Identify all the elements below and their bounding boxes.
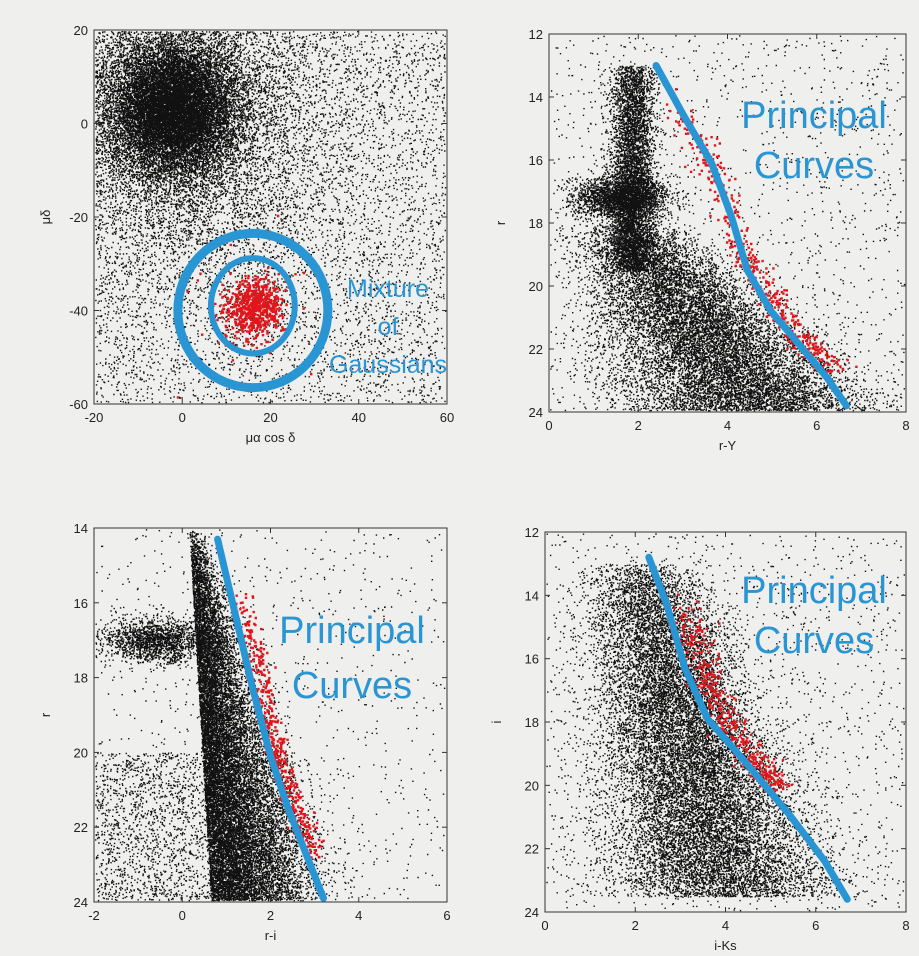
y-tick-label: 18 bbox=[529, 216, 543, 231]
x-axis-label: r-i bbox=[265, 928, 277, 943]
x-tick-label: 60 bbox=[440, 410, 454, 425]
annotation-line-2: Curves bbox=[292, 665, 412, 707]
x-tick-label: 8 bbox=[902, 418, 909, 433]
x-tick-label: 40 bbox=[352, 410, 366, 425]
x-tick-label: 4 bbox=[355, 908, 362, 923]
panel-proper-motion: -20 0 20 40 60 20 0 -20 -40 -60 μα cos δ μδ Mixtu… bbox=[38, 23, 454, 445]
annotation-line-1: Principal bbox=[279, 610, 425, 652]
x-axis-label: μα cos δ bbox=[246, 430, 296, 445]
y-axis-label: r bbox=[38, 712, 53, 717]
overlay bbox=[214, 535, 327, 902]
y-tick-label: 16 bbox=[529, 153, 543, 168]
star-points bbox=[95, 31, 447, 404]
y-axis-label: i bbox=[489, 720, 504, 723]
x-tick-label: 2 bbox=[635, 418, 642, 433]
y-tick-label: 20 bbox=[525, 778, 539, 793]
principal-curve bbox=[645, 553, 851, 903]
principal-curve bbox=[652, 62, 850, 410]
x-tick-label: -2 bbox=[88, 908, 100, 923]
annotation-line-3: Gaussians bbox=[329, 351, 447, 379]
x-tick-label: 2 bbox=[267, 908, 274, 923]
scatter-points bbox=[176, 214, 317, 399]
y-tick-label: 22 bbox=[74, 820, 88, 835]
principal-curve bbox=[214, 535, 327, 902]
x-axis-label: r-Y bbox=[719, 438, 737, 453]
y-tick-label: 0 bbox=[81, 117, 88, 132]
y-tick-label: 18 bbox=[525, 715, 539, 730]
y-tick-label: 16 bbox=[74, 596, 88, 611]
y-tick-label: 14 bbox=[525, 588, 539, 603]
annotation-line-2: Curves bbox=[754, 145, 874, 187]
y-tick-label: 24 bbox=[525, 905, 539, 920]
x-tick-label: 2 bbox=[632, 918, 639, 933]
y-axis-label: r bbox=[493, 220, 508, 225]
star-points bbox=[546, 533, 905, 912]
gaussian-ellipse bbox=[173, 228, 333, 393]
y-tick-label: 24 bbox=[529, 405, 543, 420]
annotation-line-1: Mixture bbox=[347, 275, 429, 303]
y-tick-label: 16 bbox=[525, 652, 539, 667]
tick-marks: -20 0 20 40 60 20 0 -20 -40 -60 bbox=[69, 23, 454, 425]
x-axis-label: i-Ks bbox=[714, 938, 737, 953]
y-tick-label: 20 bbox=[529, 279, 543, 294]
x-tick-label: 0 bbox=[545, 418, 552, 433]
gaussian-ellipse bbox=[207, 255, 298, 357]
star-points bbox=[95, 529, 446, 902]
y-tick-label: -20 bbox=[69, 210, 88, 225]
scatter-points bbox=[230, 593, 325, 859]
scatter-points bbox=[663, 593, 793, 794]
scatter-points bbox=[95, 31, 447, 404]
x-tick-label: 6 bbox=[443, 908, 450, 923]
x-tick-label: 4 bbox=[722, 918, 729, 933]
overlay bbox=[645, 553, 851, 903]
y-tick-label: 20 bbox=[74, 23, 88, 38]
x-tick-label: 6 bbox=[813, 418, 820, 433]
y-tick-label: 14 bbox=[74, 521, 88, 536]
y-tick-label: 22 bbox=[529, 342, 543, 357]
annotation-line-1: Principal bbox=[741, 95, 887, 137]
x-tick-label: 8 bbox=[902, 918, 909, 933]
x-tick-label: 6 bbox=[812, 918, 819, 933]
y-tick-label: -60 bbox=[69, 397, 88, 412]
star-points bbox=[550, 35, 906, 412]
overlay bbox=[173, 228, 333, 393]
x-tick-label: 0 bbox=[541, 918, 548, 933]
y-tick-label: 12 bbox=[529, 27, 543, 42]
y-tick-label: 14 bbox=[529, 90, 543, 105]
scatter-points bbox=[550, 35, 906, 412]
y-tick-label: -40 bbox=[69, 304, 88, 319]
x-tick-label: 0 bbox=[179, 410, 186, 425]
x-tick-label: 0 bbox=[179, 908, 186, 923]
annotation-line-2: Curves bbox=[754, 620, 874, 662]
y-tick-label: 20 bbox=[74, 745, 88, 760]
x-tick-label: -20 bbox=[85, 410, 104, 425]
y-tick-label: 12 bbox=[525, 525, 539, 540]
y-tick-label: 18 bbox=[74, 671, 88, 686]
overlay bbox=[652, 62, 850, 410]
annotation-line-1: Principal bbox=[741, 570, 887, 612]
y-axis-label: μδ bbox=[38, 210, 53, 225]
x-tick-label: 4 bbox=[724, 418, 731, 433]
y-tick-label: 22 bbox=[525, 842, 539, 857]
x-tick-label: 20 bbox=[263, 410, 277, 425]
annotation-line-2: of bbox=[378, 313, 399, 341]
y-tick-label: 24 bbox=[74, 895, 88, 910]
